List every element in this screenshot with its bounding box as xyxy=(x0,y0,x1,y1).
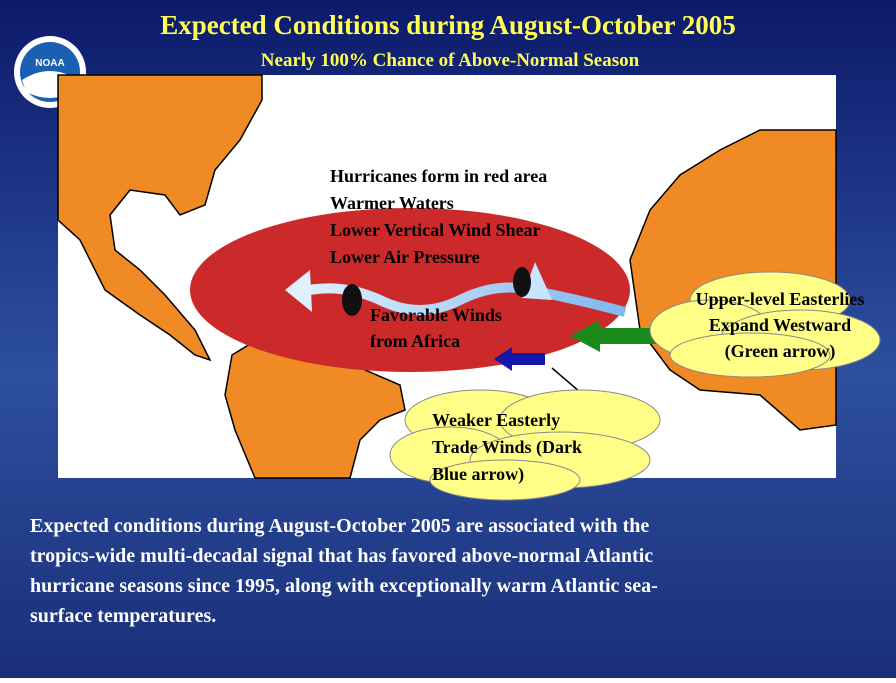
caption-line: hurricane seasons since 1995, along with… xyxy=(30,575,658,597)
logo-text: NOAA xyxy=(35,58,64,69)
callout-text: Weaker Easterly xyxy=(432,410,560,430)
callout-cloud xyxy=(389,271,881,501)
caption-line: surface temperatures. xyxy=(30,605,216,627)
map-label: Lower Vertical Wind Shear xyxy=(330,220,541,240)
caption-line: tropics-wide multi-decadal signal that h… xyxy=(30,545,653,567)
winds-label: Favorable Winds xyxy=(370,305,502,325)
callout-text: Blue arrow) xyxy=(432,464,524,485)
callout-text: Expand Westward xyxy=(709,315,851,335)
subtitle: Nearly 100% Chance of Above-Normal Seaso… xyxy=(261,50,640,71)
map-label: Lower Air Pressure xyxy=(330,247,480,267)
map-label: Warmer Waters xyxy=(330,193,454,213)
map-label: Hurricanes form in red area xyxy=(330,166,547,186)
title: Expected Conditions during August-Octobe… xyxy=(160,10,736,40)
callout-text: Trade Winds (Dark xyxy=(432,437,582,458)
winds-label: from Africa xyxy=(370,331,460,351)
callout-text: (Green arrow) xyxy=(725,341,836,362)
caption-line: Expected conditions during August-Octobe… xyxy=(30,515,649,537)
callout-text: Upper-level Easterlies xyxy=(696,289,865,309)
